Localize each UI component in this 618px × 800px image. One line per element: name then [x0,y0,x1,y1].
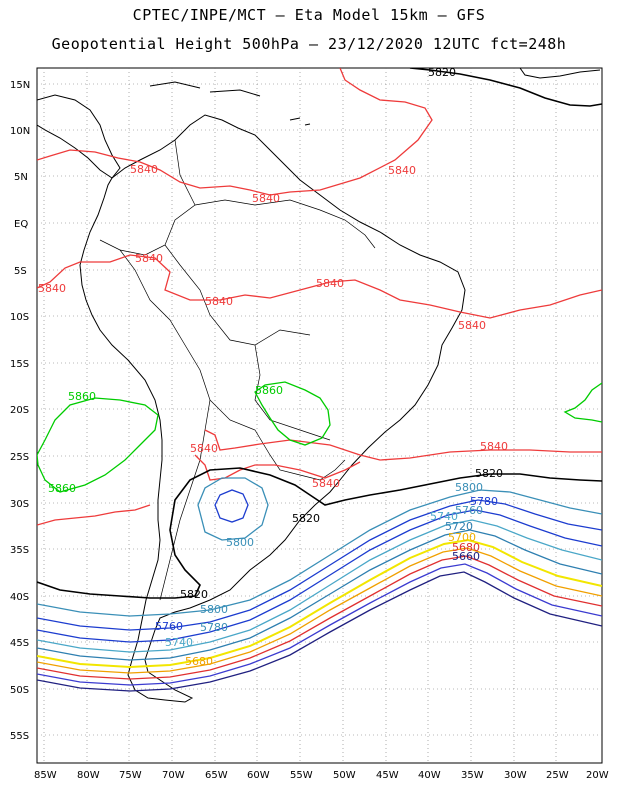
lat-label: 15N [10,80,30,91]
lat-label: 10S [10,312,29,323]
label-5760-b: 5760 [155,620,183,633]
lon-label: 60W [247,770,270,781]
label-5700-a: 5700 [448,531,476,544]
label-5840-k: 5840 [312,477,340,490]
lat-label: 15S [10,359,29,370]
central-america-coastline [37,94,121,179]
label-5720-a: 5720 [445,520,473,533]
country-borders [99,139,376,601]
label-5860-c: 5860 [48,482,76,495]
title-line-2: Geopotential Height 500hPa – 23/12/2020 … [51,35,567,53]
lat-label: 20S [10,405,29,416]
label-5800-a: 5800 [226,536,254,549]
lon-label: 35W [461,770,484,781]
label-5840-e: 5840 [38,282,66,295]
map-frame [36,67,603,764]
label-5840-c: 5840 [388,164,416,177]
label-5820-c: 5820 [292,512,320,525]
lon-label: 75W [119,770,142,781]
latitude-labels: 15N 10N 5N EQ 5S 10S 15S 20S 25S 30S 35S… [10,80,30,742]
label-5840-g: 5840 [316,277,344,290]
label-5780-b: 5780 [200,621,228,634]
lon-label: 20W [586,770,609,781]
label-5840-b: 5840 [252,192,280,205]
lat-label: 25S [10,452,29,463]
label-5820-d: 5820 [180,588,208,601]
lon-label: 55W [290,770,313,781]
south-america-coastline [79,114,466,703]
label-5820-north: 5820 [428,66,456,79]
lon-label: 85W [34,770,57,781]
label-5820-b: 5820 [475,467,503,480]
lon-label: 25W [546,770,569,781]
lon-label: 65W [205,770,228,781]
lat-label: 5N [14,172,28,183]
lon-label: 70W [162,770,185,781]
title-line-1: CPTEC/INPE/MCT – Eta Model 15km – GFS [132,6,486,24]
label-5800-c: 5800 [200,603,228,616]
label-5780-a: 5780 [470,495,498,508]
contour-5860 [37,381,602,493]
contour-5840 [37,68,602,526]
lat-label: EQ [14,219,28,230]
caribbean-islands [149,81,311,126]
label-5740-b: 5740 [165,636,193,649]
label-5840-a: 5840 [130,163,158,176]
label-5840-j: 5840 [480,440,508,453]
label-5840-f: 5840 [205,295,233,308]
lat-label: 10N [10,126,30,137]
lat-label: 45S [10,638,29,649]
lat-label: 5S [14,266,27,277]
label-5680-a: 5680 [452,541,480,554]
label-5660-a: 5660 [452,550,480,563]
trough-contour-bundle [37,489,602,692]
label-5840-i: 5840 [190,442,218,455]
contour-5820 [37,68,602,599]
lon-label: 50W [333,770,356,781]
label-5680-b: 5680 [185,655,213,668]
lat-label: 40S [10,592,29,603]
lat-label: 30S [10,499,29,510]
lon-label: 40W [418,770,441,781]
label-5840-h: 5840 [458,319,486,332]
label-5840-d: 5840 [135,252,163,265]
lon-label: 30W [504,770,527,781]
lon-label: 45W [376,770,399,781]
label-5740-a: 5740 [430,510,458,523]
africa-coastline [519,68,601,79]
lat-label: 50S [10,685,29,696]
longitude-labels: 85W 80W 75W 70W 65W 60W 55W 50W 45W 40W … [34,770,609,781]
lat-label: 55S [10,731,29,742]
label-5760-a: 5760 [455,504,483,517]
cut-off-low-contours [197,477,269,541]
label-5860-b: 5860 [255,384,283,397]
label-5860-a: 5860 [68,390,96,403]
lat-label: 35S [10,545,29,556]
label-5800-b: 5800 [455,481,483,494]
contour-labels: 5820 5840 5840 5840 5840 5840 5840 5840 … [38,66,508,668]
lon-label: 80W [77,770,100,781]
